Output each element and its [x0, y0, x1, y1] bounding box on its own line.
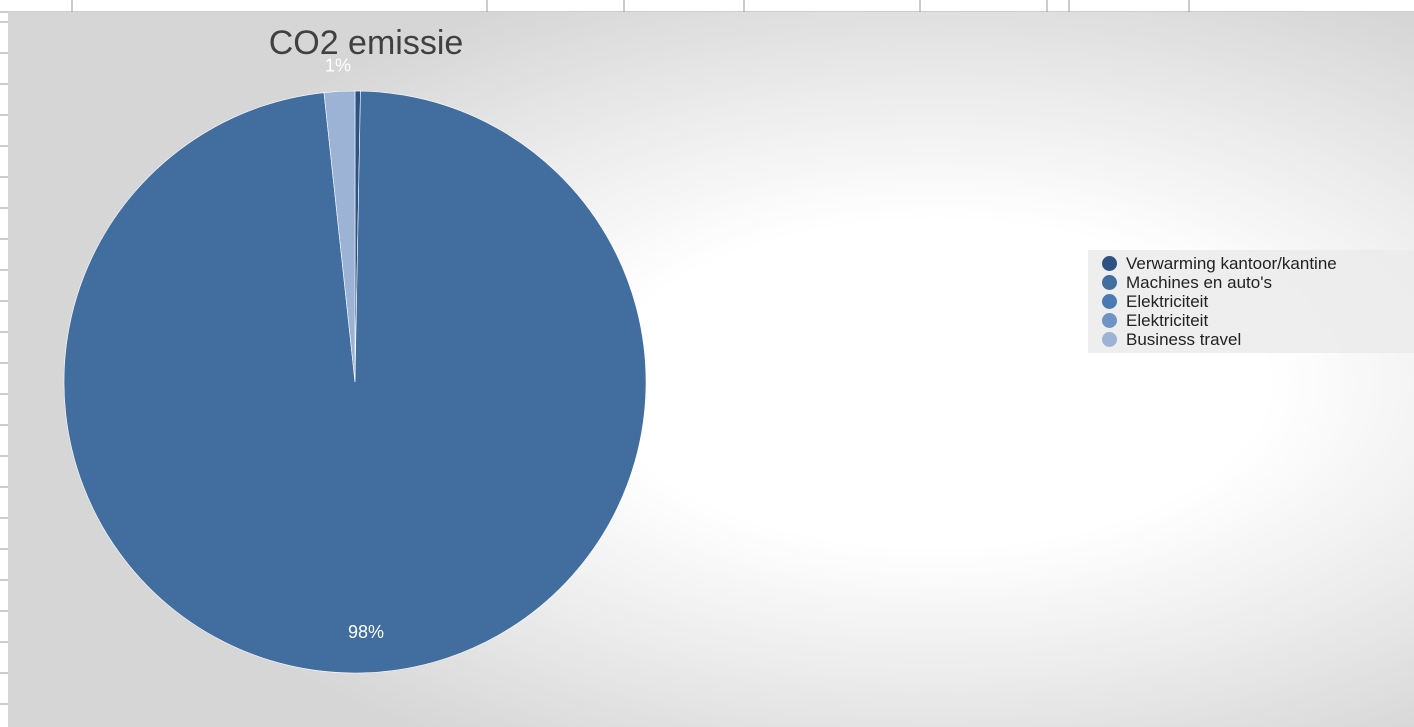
legend-label: Elektriciteit [1126, 292, 1208, 312]
legend-marker-icon [1102, 313, 1117, 328]
chart-title: CO2 emissie [269, 24, 464, 62]
pie-chart: CO2 emissie 98% 1% [8, 12, 1414, 727]
legend-marker-icon [1102, 332, 1117, 347]
chart-area[interactable]: CO2 emissie 98% 1% Verwarming kantoor/kan… [8, 12, 1414, 727]
legend-label: Verwarming kantoor/kantine [1126, 254, 1337, 274]
legend-item[interactable]: Verwarming kantoor/kantine [1102, 254, 1414, 273]
legend-marker-icon [1102, 275, 1117, 290]
legend[interactable]: Verwarming kantoor/kantine Machines en au… [1088, 250, 1414, 353]
data-label-1: 1% [325, 55, 351, 75]
legend-item[interactable]: Elektriciteit [1102, 311, 1414, 330]
legend-item[interactable]: Business travel [1102, 330, 1414, 349]
legend-marker-icon [1102, 294, 1117, 309]
legend-item[interactable]: Elektriciteit [1102, 292, 1414, 311]
legend-label: Elektriciteit [1126, 311, 1208, 331]
legend-label: Machines en auto's [1126, 273, 1272, 293]
data-label-0: 98% [348, 622, 384, 642]
legend-label: Business travel [1126, 330, 1241, 350]
legend-marker-icon [1102, 256, 1117, 271]
legend-item[interactable]: Machines en auto's [1102, 273, 1414, 292]
